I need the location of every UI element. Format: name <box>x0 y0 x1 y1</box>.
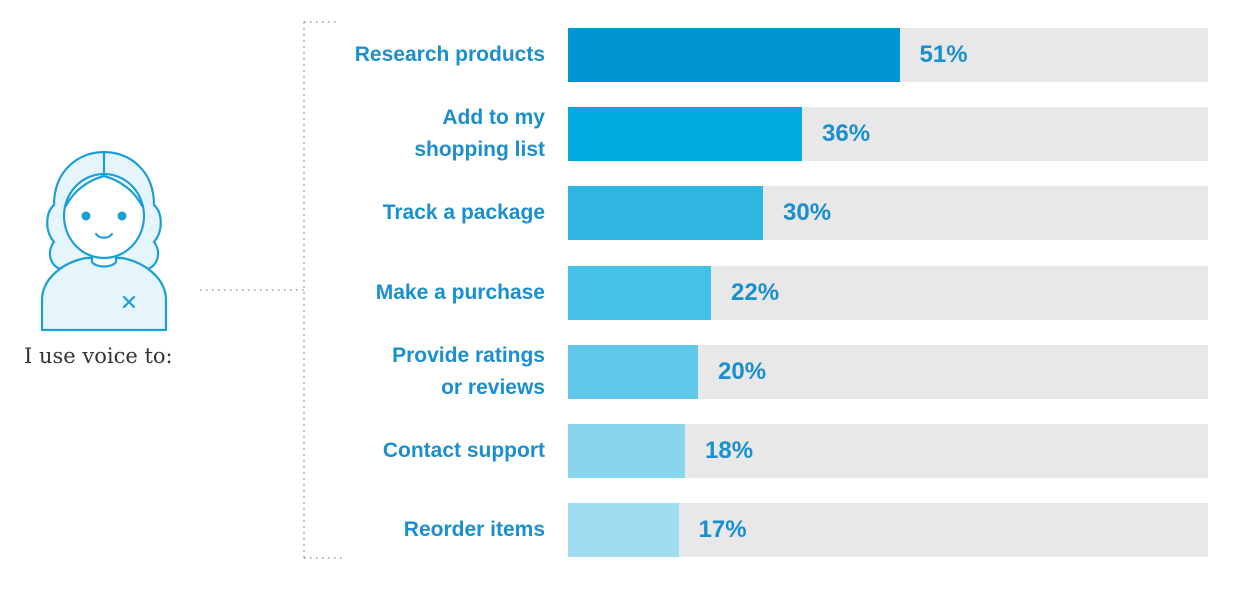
bar-track: 36% <box>568 107 1208 162</box>
person-avatar-icon <box>40 150 168 332</box>
bar-track: 30% <box>568 186 1208 241</box>
value-label: 18% <box>705 437 754 464</box>
bar-track: 17% <box>568 503 1208 558</box>
category-label: Provide ratings or reviews <box>392 343 545 399</box>
bar-track: 51% <box>568 28 1208 82</box>
bar-track: 20% <box>568 344 1208 399</box>
category-label: Reorder items <box>403 518 545 542</box>
bar <box>568 344 698 399</box>
category-label: Make a purchase <box>375 280 545 304</box>
dotted-bracket <box>200 21 346 559</box>
bar <box>568 265 711 320</box>
category-label: Track a package <box>382 201 545 225</box>
bar <box>568 503 679 558</box>
category-label: Research products <box>354 43 545 66</box>
bar <box>568 107 802 162</box>
value-label: 20% <box>718 357 767 385</box>
caption-text: I use voice to: <box>24 344 173 368</box>
bar <box>568 424 685 478</box>
avatar-x-mark <box>122 295 136 309</box>
category-label: Add to my shopping list <box>414 106 545 162</box>
bar <box>568 28 900 82</box>
value-label: 30% <box>783 199 832 227</box>
value-label: 17% <box>698 516 747 544</box>
avatar-body <box>40 256 168 332</box>
bar-track: 18% <box>568 424 1208 478</box>
value-label: 22% <box>731 278 780 306</box>
bar <box>568 186 763 241</box>
category-label: Contact support <box>382 439 545 462</box>
value-label: 36% <box>822 120 871 148</box>
value-label: 51% <box>919 41 968 68</box>
bar-track: 22% <box>568 265 1208 320</box>
